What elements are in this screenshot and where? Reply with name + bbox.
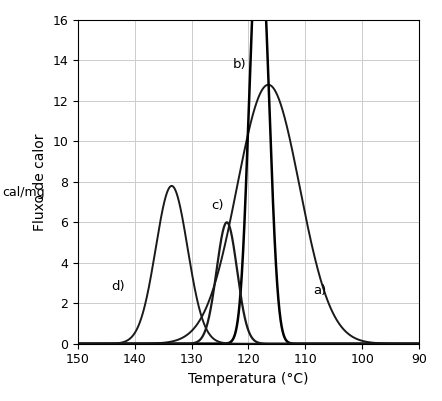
Text: a): a) [313, 284, 326, 297]
Text: d): d) [111, 280, 125, 293]
Y-axis label: Fluxo de calor: Fluxo de calor [33, 133, 47, 231]
X-axis label: Temperatura (°C): Temperatura (°C) [188, 372, 309, 386]
Text: c): c) [211, 199, 223, 212]
Text: cal/mg: cal/mg [2, 186, 45, 199]
Text: b): b) [233, 58, 247, 71]
